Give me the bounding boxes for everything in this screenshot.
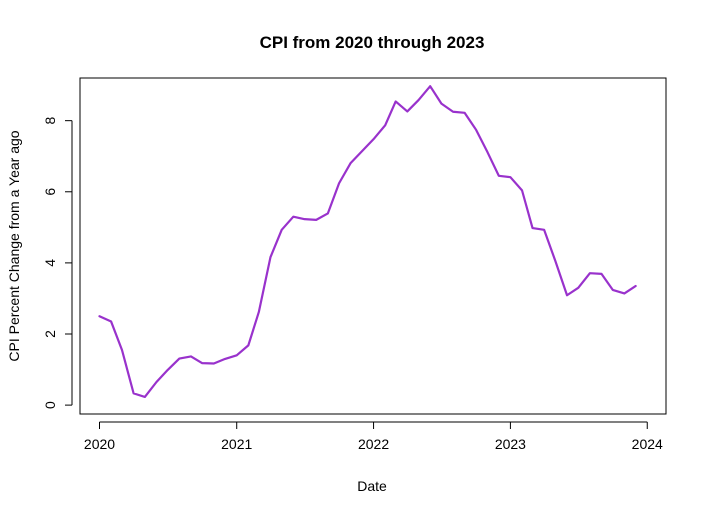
series-group [98, 85, 637, 399]
y-axis: 0 2 4 6 8 [42, 117, 73, 409]
chart-title: CPI from 2020 through 2023 [260, 33, 485, 52]
y-axis-label: CPI Percent Change from a Year ago [6, 130, 22, 361]
y-tick-label: 8 [42, 117, 58, 125]
cpi-series-line [98, 85, 637, 399]
x-tick-label: 2023 [495, 436, 526, 452]
x-tick-label: 2021 [221, 436, 252, 452]
x-tick-label: 2022 [358, 436, 389, 452]
y-tick-label: 6 [42, 188, 58, 196]
y-tick-label: 4 [42, 259, 58, 267]
x-axis-label: Date [357, 478, 387, 494]
plot-area-box [79, 77, 667, 415]
x-axis: 2020 2021 2022 2023 2024 [84, 421, 663, 452]
y-tick-label: 2 [42, 330, 58, 338]
x-tick-label: 2020 [84, 436, 115, 452]
y-tick-label: 0 [42, 401, 58, 409]
x-tick-label: 2024 [632, 436, 663, 452]
